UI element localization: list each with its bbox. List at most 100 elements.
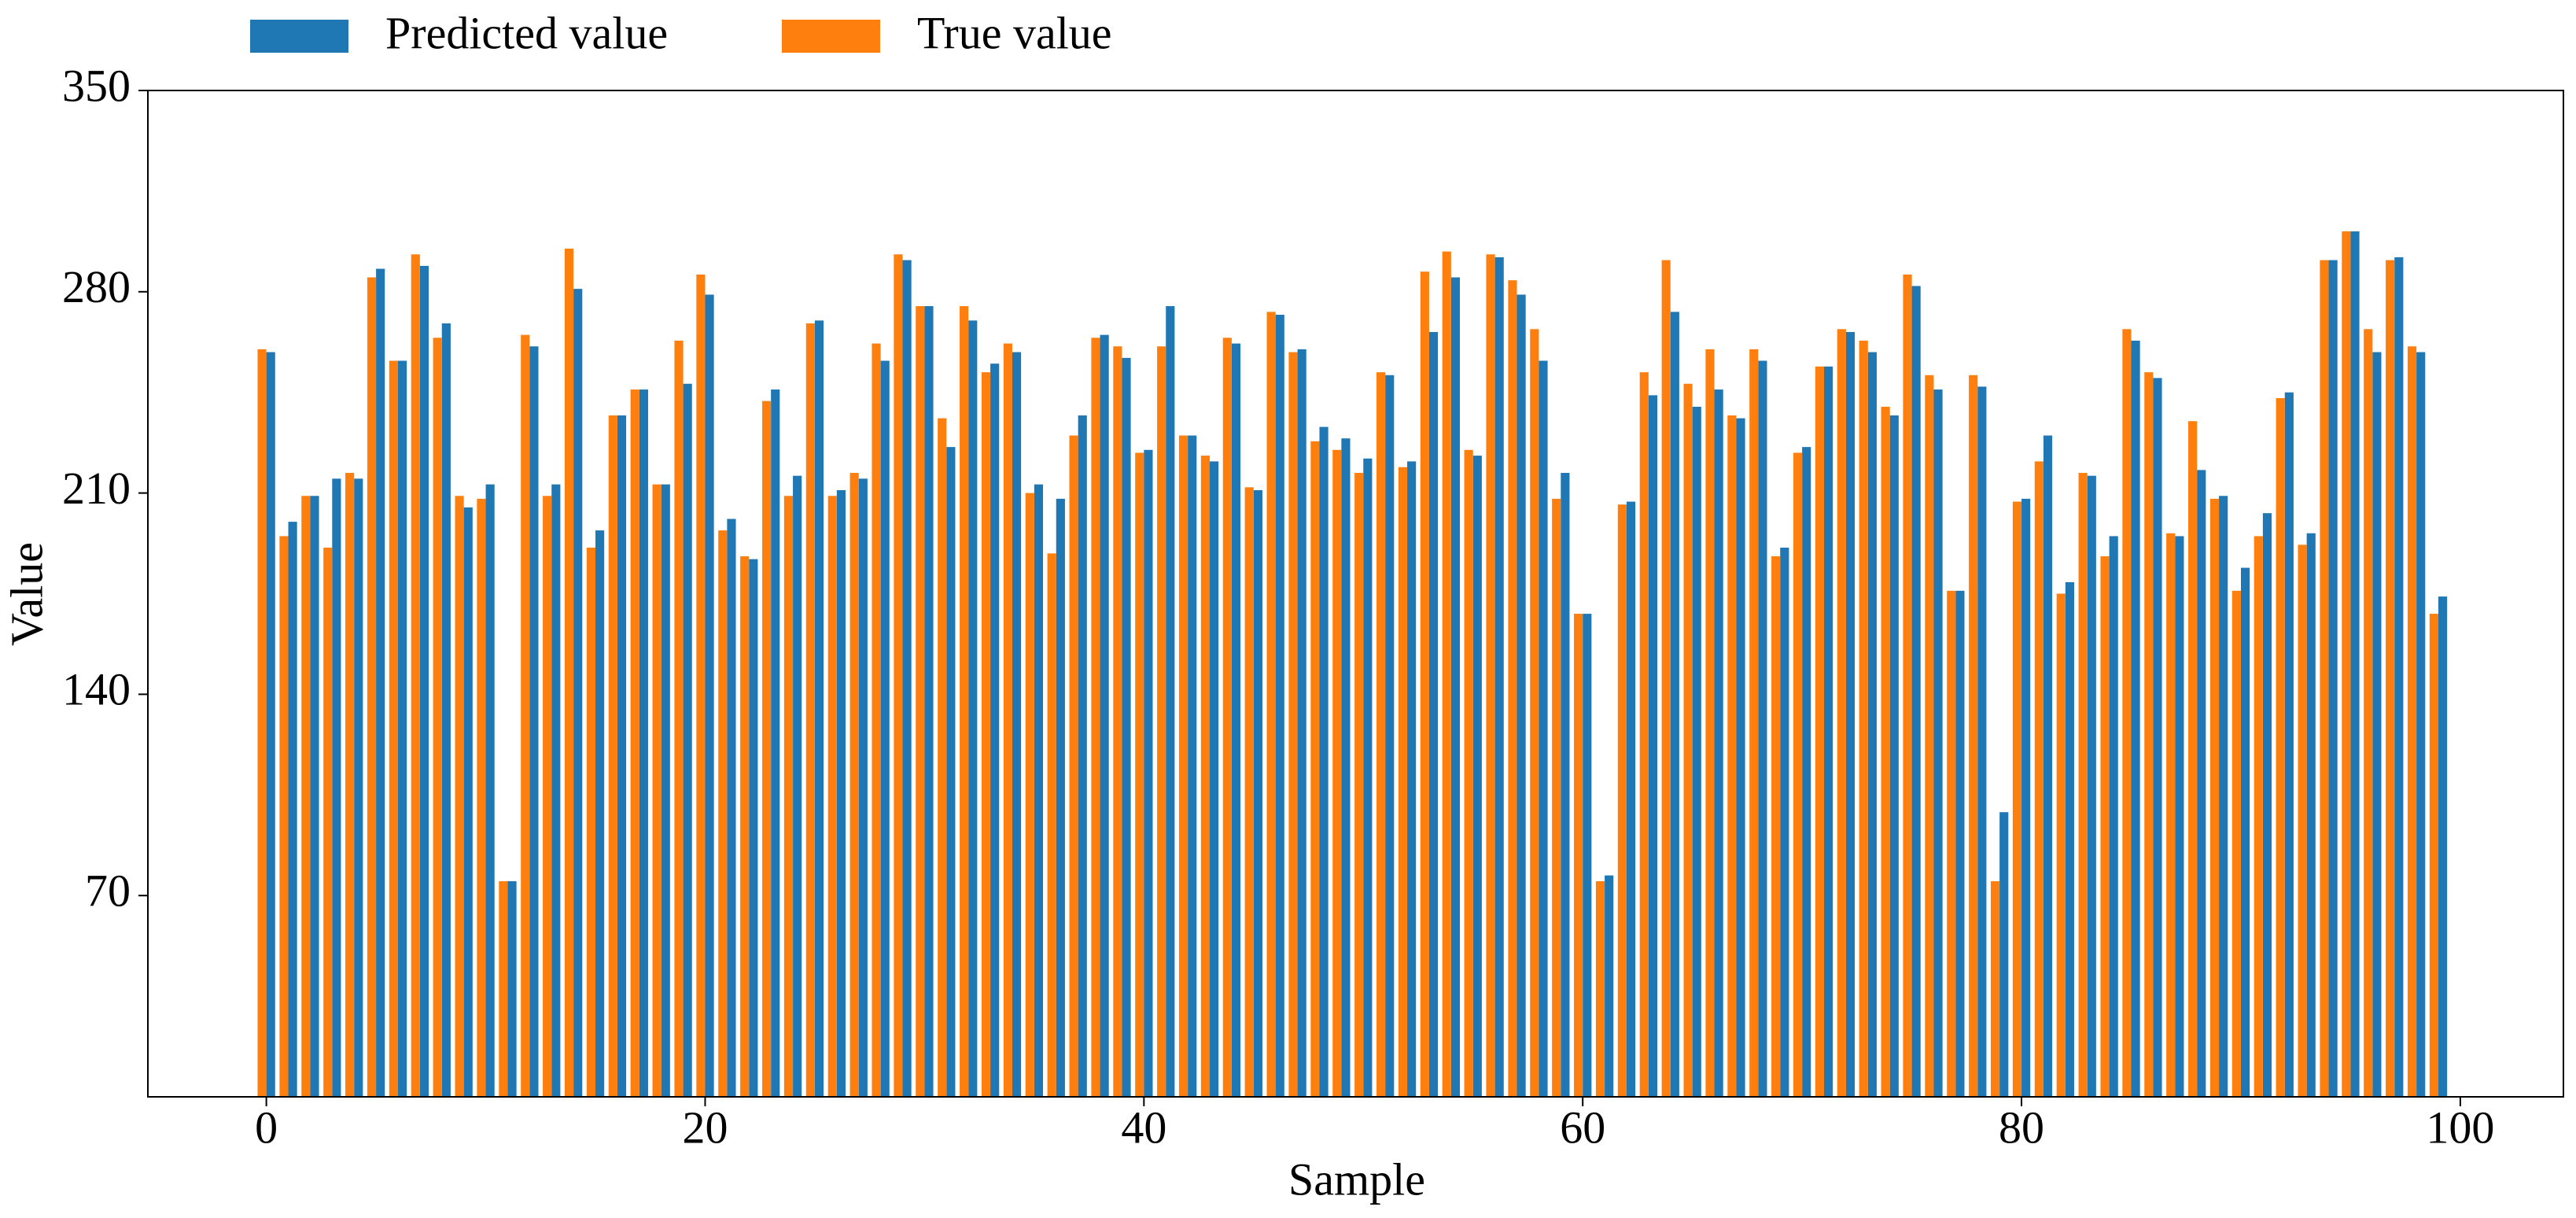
bar	[1450, 277, 1460, 1097]
bar	[1990, 880, 2000, 1097]
bar	[1100, 334, 1109, 1098]
bar	[1911, 286, 1921, 1097]
bar	[1385, 375, 1395, 1097]
bar	[1231, 343, 1241, 1097]
bar	[916, 306, 925, 1098]
bar	[1705, 349, 1715, 1097]
bar	[1714, 389, 1723, 1097]
x-tick-label: 60	[1560, 1102, 1605, 1153]
bar	[2144, 372, 2154, 1097]
bar	[455, 496, 464, 1097]
bar	[608, 415, 617, 1097]
bar	[1845, 331, 1856, 1098]
bar	[2175, 536, 2184, 1097]
bar	[1903, 274, 1912, 1098]
bar	[1969, 375, 1978, 1097]
x-axis-label: Sample	[1288, 1153, 1425, 1205]
bar	[2219, 496, 2228, 1097]
bar	[2394, 257, 2404, 1097]
bar	[2131, 340, 2140, 1097]
bar	[441, 323, 451, 1097]
bar	[1561, 473, 1570, 1097]
y-tick-label: 350	[62, 60, 131, 111]
bar	[1661, 260, 1671, 1098]
bar	[968, 320, 978, 1097]
bar	[2320, 260, 2329, 1098]
bar	[345, 473, 355, 1097]
bar	[2438, 596, 2448, 1097]
bar	[683, 383, 692, 1097]
bar	[2372, 352, 2382, 1097]
bar	[310, 496, 319, 1097]
bar	[433, 338, 442, 1098]
bar	[1056, 498, 1065, 1097]
y-tick-label: 140	[62, 664, 131, 715]
bar	[1780, 548, 1789, 1097]
bar	[1574, 614, 1583, 1097]
bar	[1363, 458, 1373, 1097]
bar	[1867, 352, 1877, 1097]
bar	[1266, 312, 1276, 1097]
y-tick-label: 280	[62, 261, 131, 312]
bar	[1749, 349, 1759, 1097]
bar	[1859, 340, 1868, 1097]
bar	[332, 478, 341, 1097]
x-tick-label: 80	[1999, 1102, 2044, 1153]
x-tick-label: 40	[1121, 1102, 1166, 1153]
bar	[419, 265, 429, 1098]
bar	[1837, 329, 1846, 1097]
bar	[740, 555, 750, 1097]
bar	[2188, 421, 2198, 1097]
bar	[257, 349, 267, 1097]
bar	[761, 400, 772, 1098]
bar	[946, 447, 956, 1097]
bar	[981, 372, 991, 1097]
bar	[1122, 357, 1131, 1097]
bar	[1947, 590, 1956, 1097]
bar	[1157, 346, 1166, 1097]
bar	[1617, 504, 1627, 1097]
bar	[2100, 555, 2110, 1097]
bar	[1003, 343, 1012, 1097]
bar	[2276, 398, 2285, 1098]
bar	[499, 880, 508, 1097]
bar	[2012, 501, 2022, 1097]
bar	[1802, 447, 1811, 1097]
bar	[2306, 533, 2316, 1097]
bar	[872, 343, 881, 1097]
bar	[543, 496, 552, 1097]
bar	[630, 389, 639, 1097]
bar	[2254, 536, 2263, 1097]
bar	[2386, 260, 2395, 1098]
bar	[1815, 366, 1825, 1098]
bar	[1793, 452, 1803, 1097]
bar	[1275, 315, 1284, 1097]
bar	[661, 484, 670, 1097]
bar	[652, 484, 662, 1097]
bar	[2350, 231, 2360, 1097]
bar	[639, 389, 648, 1097]
bar	[564, 248, 574, 1097]
bar	[1639, 372, 1649, 1097]
bar	[1670, 312, 1679, 1097]
bar	[793, 475, 802, 1097]
bar	[805, 323, 815, 1097]
bar	[1135, 452, 1144, 1097]
bar	[1354, 473, 1364, 1097]
bar	[2209, 498, 2220, 1097]
bar	[783, 496, 794, 1097]
bar	[1244, 487, 1254, 1097]
bar	[1692, 406, 1701, 1097]
bar	[2034, 461, 2043, 1097]
bar	[2056, 593, 2066, 1097]
bar	[674, 340, 684, 1097]
bar	[1253, 489, 1262, 1097]
bar	[1583, 614, 1592, 1097]
bar	[2065, 581, 2074, 1097]
plot-frame	[147, 90, 2564, 1098]
bar	[2078, 473, 2088, 1097]
bar	[397, 360, 407, 1097]
bar	[1977, 386, 1987, 1097]
bar	[354, 478, 363, 1097]
